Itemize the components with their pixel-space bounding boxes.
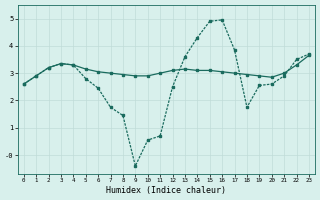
X-axis label: Humidex (Indice chaleur): Humidex (Indice chaleur)	[106, 186, 226, 195]
